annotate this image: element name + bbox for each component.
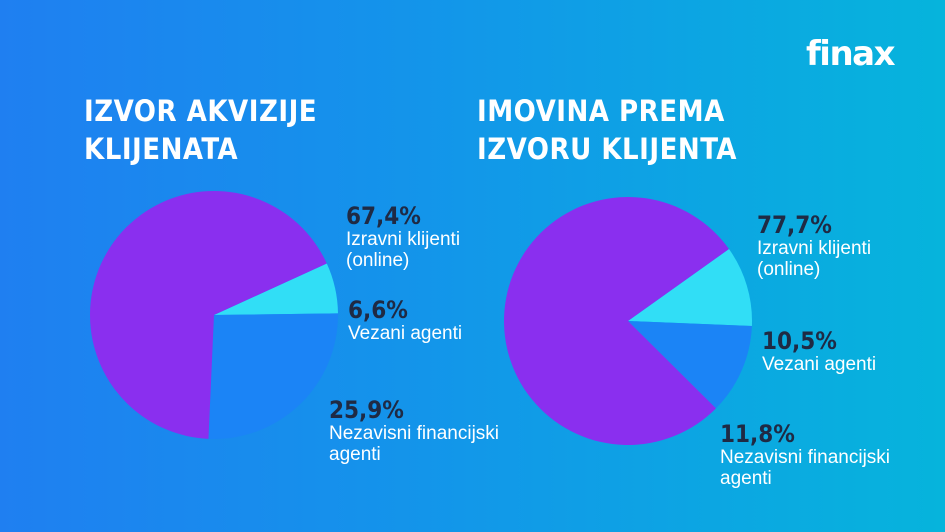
pie-slice-direct <box>89 191 327 439</box>
slice-name-line: (online) <box>757 259 821 280</box>
slice-name: Nezavisni financijski agenti <box>329 423 499 465</box>
slice-name-line: agenti <box>329 444 381 465</box>
pie-slice-independent-agents <box>628 321 752 409</box>
chart-title-line: KLIJENATA <box>84 132 239 166</box>
slice-value: 11,8% <box>720 420 795 448</box>
chart-title-line: IZVOR AKVIZIJE <box>84 94 318 128</box>
slice-name-line: Vezani agenti <box>348 323 463 344</box>
slice-name-line: Izravni klijenti <box>757 238 872 259</box>
slice-name: Vezani agenti <box>762 354 876 375</box>
chart-title-line: IMOVINA PREMA <box>477 94 725 128</box>
slice-label-tied-agents: 10,5% Vezani agenti <box>762 328 876 375</box>
slice-name: Nezavisni financijski agenti <box>720 447 890 489</box>
slice-value: 77,7% <box>757 211 832 239</box>
slice-name-line: Nezavisni financijski <box>329 423 500 444</box>
pie-slice-independent-agents <box>208 313 338 439</box>
slice-name-line: Izravni klijenti <box>346 229 461 250</box>
finax-logo: finax <box>806 34 896 74</box>
slice-name-line: Vezani agenti <box>762 354 877 375</box>
pie-slice-tied-agents <box>214 263 338 315</box>
chart-title-assets: IMOVINA PREMA IZVORU KLIJENTA <box>477 92 737 168</box>
slice-value: 67,4% <box>346 202 421 230</box>
slice-name: Izravni klijenti (online) <box>757 238 871 280</box>
slice-name-line: (online) <box>346 250 410 271</box>
pie-slice-direct <box>504 196 729 445</box>
slice-label-independent-agents: 25,9% Nezavisni financijski agenti <box>329 397 499 465</box>
slice-value: 6,6% <box>348 296 408 324</box>
slice-name: Izravni klijenti (online) <box>346 229 460 271</box>
slice-value: 10,5% <box>762 327 837 355</box>
slice-label-independent-agents: 11,8% Nezavisni financijski agenti <box>720 421 890 489</box>
slice-name-line: Nezavisni financijski <box>720 447 891 468</box>
pie-slice-tied-agents <box>628 249 752 327</box>
slice-name-line: agenti <box>720 468 772 489</box>
pie-chart-assets <box>504 196 752 445</box>
slice-name: Vezani agenti <box>348 323 462 344</box>
chart-title-line: IZVORU KLIJENTA <box>477 132 737 166</box>
pie-chart-acquisition <box>89 191 338 439</box>
slice-label-direct: 67,4% Izravni klijenti (online) <box>346 203 460 271</box>
slice-value: 25,9% <box>329 396 404 424</box>
slice-label-direct: 77,7% Izravni klijenti (online) <box>757 212 871 280</box>
chart-title-acquisition: IZVOR AKVIZIJE KLIJENATA <box>84 92 317 168</box>
slice-label-tied-agents: 6,6% Vezani agenti <box>348 297 462 344</box>
